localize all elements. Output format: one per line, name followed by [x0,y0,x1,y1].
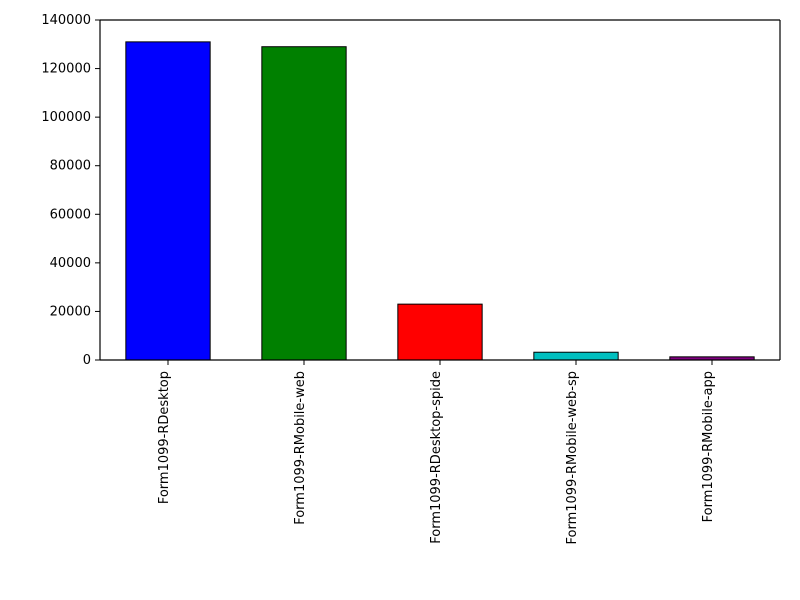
x-tick-label: Form1099-RMobile-web-sp [565,371,580,545]
x-tick-label: Form1099-RDesktop [157,371,172,504]
y-tick-label: 20000 [50,304,91,319]
bar-chart: 0 20000 40000 60000 80000 100000 120000 140000 F… [0,0,800,600]
y-tick-label: 80000 [50,159,91,174]
x-tick-label: Form1099-RMobile-web [293,371,308,525]
y-tick-label: 60000 [50,207,91,222]
x-tick-label: Form1099-RDesktop-spide [429,371,444,544]
y-tick-label: 40000 [50,256,91,271]
bar [262,47,346,360]
bar [398,304,482,360]
chart-container: 0 20000 40000 60000 80000 100000 120000 140000 F… [0,0,800,600]
bar [534,352,618,360]
y-tick-label: 120000 [41,62,91,77]
y-tick-label: 140000 [41,13,91,28]
y-tick-label: 100000 [41,110,91,125]
bar [126,42,210,360]
y-tick-label: 0 [83,353,91,368]
x-tick-label: Form1099-RMobile-app [701,371,716,522]
